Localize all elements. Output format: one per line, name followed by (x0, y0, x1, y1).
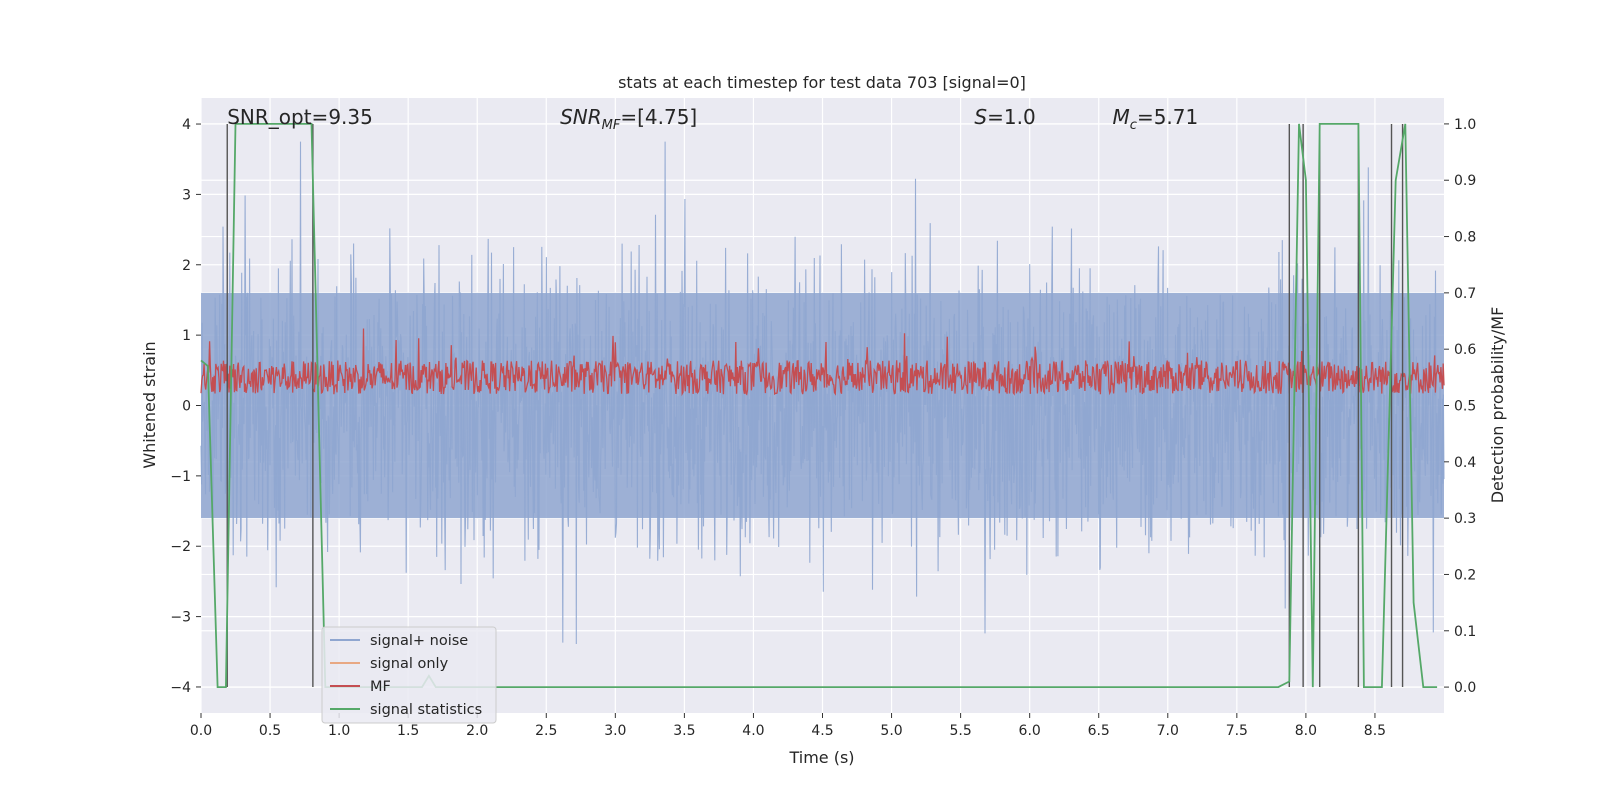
y-right-tick-label: 0.5 (1454, 399, 1476, 415)
x-tick-label: 5.5 (949, 723, 971, 739)
y-left-tick-label: 3 (182, 187, 191, 203)
y-axis-right-label: Detection probability/MF (1488, 307, 1507, 504)
x-tick-label: 7.5 (1226, 723, 1248, 739)
y-left-tick-labels: 4 3 2 1 0 −1 −2 −3 −4 (170, 117, 201, 696)
y-right-tick-labels: 1.0 0.9 0.8 0.7 0.6 0.5 0.4 0.3 0.2 0.1 0.0 (1444, 117, 1476, 696)
y-right-tick-label: 0.9 (1454, 173, 1476, 189)
annotation-text: SNRMF=[4.75] (560, 105, 697, 133)
x-tick-label: 7.0 (1157, 723, 1179, 739)
legend-label-signal-only: signal only (370, 656, 449, 672)
signal-noise-series (200, 141, 1445, 645)
y-left-tick-label: −2 (170, 539, 191, 555)
x-tick-label: 3.0 (604, 723, 626, 739)
y-right-tick-label: 0.2 (1454, 567, 1476, 583)
mf-line (200, 328, 1445, 397)
y-left-tick-label: −3 (170, 610, 191, 626)
chart-title: stats at each timestep for test data 703… (618, 73, 1026, 92)
x-tick-label: 8.5 (1364, 723, 1386, 739)
y-left-tick-label: 2 (182, 258, 191, 274)
legend-label-signal-noise: signal+ noise (370, 633, 468, 649)
x-tick-label: 6.5 (1088, 723, 1110, 739)
x-tick-label: 4.5 (811, 723, 833, 739)
x-tick-label: 5.0 (880, 723, 902, 739)
legend: signal+ noise signal only MF signal stat… (321, 626, 497, 724)
y-right-tick-label: 0.3 (1454, 511, 1476, 527)
x-axis-label: Time (s) (788, 748, 854, 767)
x-tick-label: 2.0 (466, 723, 488, 739)
x-tick-label: 1.0 (328, 723, 350, 739)
y-right-tick-label: 0.1 (1454, 624, 1476, 640)
y-left-tick-label: −4 (170, 680, 191, 696)
y-right-tick-label: 0.4 (1454, 455, 1476, 471)
y-right-tick-label: 1.0 (1454, 117, 1476, 133)
legend-label-mf: MF (370, 679, 391, 695)
x-tick-label: 4.0 (742, 723, 764, 739)
y-right-tick-label: 0.0 (1454, 680, 1476, 696)
signal-statistics-line (200, 123, 1438, 688)
y-right-tick-label: 0.8 (1454, 230, 1476, 246)
annotation-text: Mc=5.71 (1113, 105, 1199, 133)
x-tick-label: 0.5 (259, 723, 281, 739)
x-tick-label: 1.5 (397, 723, 419, 739)
y-right-tick-label: 0.7 (1454, 286, 1476, 302)
legend-label-signal-statistics: signal statistics (370, 702, 482, 718)
annotation-text: SNR_opt=9.35 (227, 105, 373, 129)
annotation-text: S=1.0 (974, 105, 1035, 129)
x-tick-label: 8.0 (1295, 723, 1317, 739)
y-left-tick-label: 4 (182, 117, 191, 133)
x-tick-label: 3.5 (673, 723, 695, 739)
signal-statistics-series (200, 123, 1438, 688)
x-tick-label: 2.5 (535, 723, 557, 739)
x-tick-label: 0.0 (190, 723, 212, 739)
y-left-tick-label: −1 (170, 469, 191, 485)
x-tick-label: 6.0 (1019, 723, 1041, 739)
y-left-tick-label: 0 (182, 399, 191, 415)
legend-box (321, 626, 497, 724)
y-right-tick-label: 0.6 (1454, 342, 1476, 358)
y-left-tick-label: 1 (182, 328, 191, 344)
y-axis-left-label: Whitened strain (140, 341, 159, 468)
annotations: SNR_opt=9.35 SNRMF=[4.75] S=1.0 Mc=5.71 (227, 105, 1198, 133)
x-tick-labels: 0.0 0.5 1.0 1.5 2.0 2.5 3.0 3.5 4.0 4.5 5.0 5.5 6.0 6… (190, 713, 1386, 739)
mf-series (200, 328, 1445, 397)
